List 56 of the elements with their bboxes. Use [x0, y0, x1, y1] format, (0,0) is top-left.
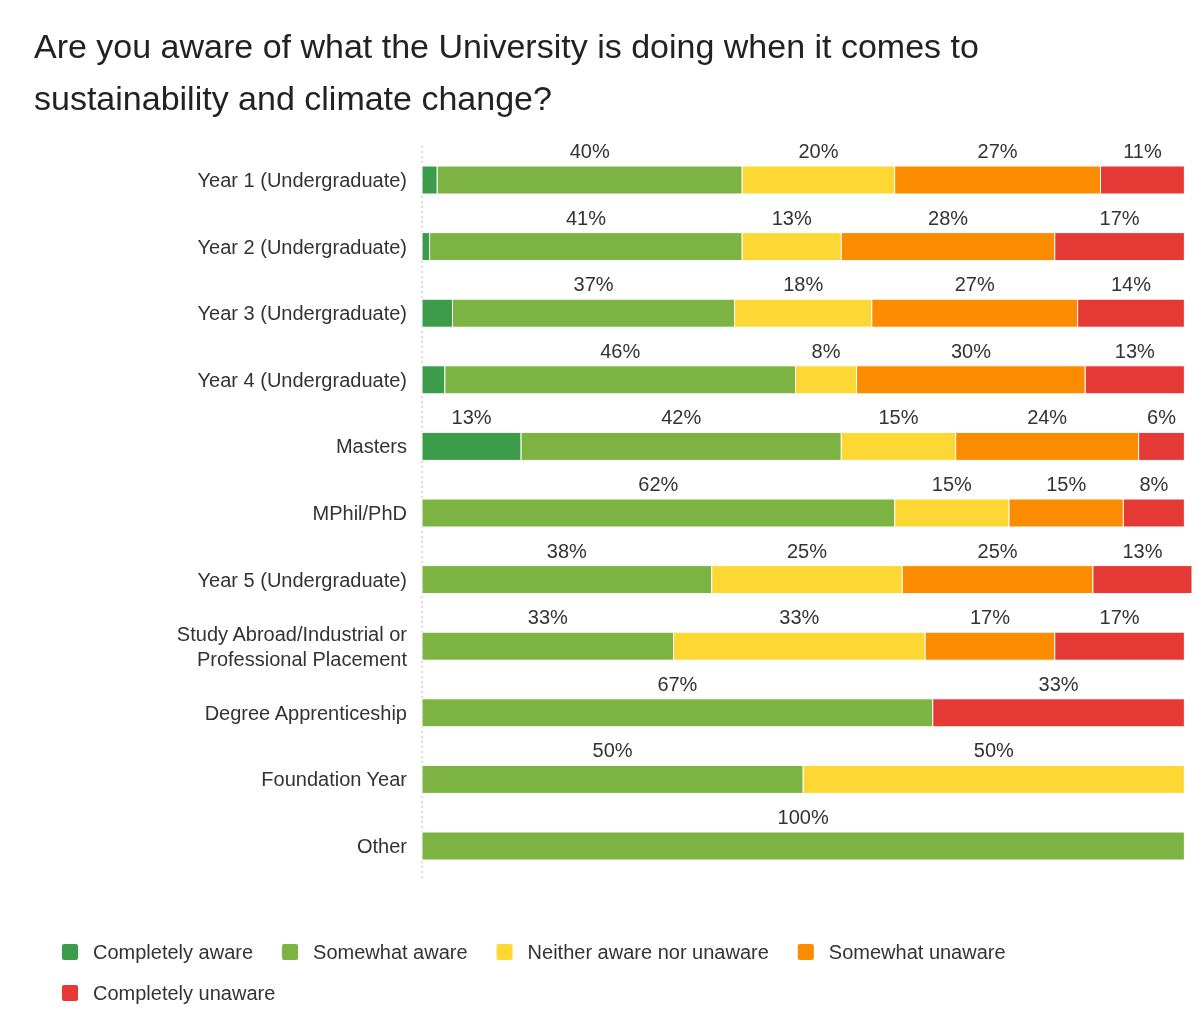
data-label: 25%: [786, 539, 828, 562]
data-label: 28%: [928, 206, 969, 229]
bar: [421, 831, 1185, 861]
data-label: 25%: [977, 539, 1018, 562]
data-label: 50%: [592, 739, 633, 762]
data-label: 8%: [811, 339, 841, 362]
data-label: 50%: [973, 739, 1015, 762]
data-label: 15%: [1046, 473, 1087, 495]
data-label: 100%: [777, 806, 829, 828]
data-label: 8%: [1139, 473, 1169, 495]
y-tick-label: Year 1 (Undergraduate): [197, 169, 407, 191]
data-label: 38%: [546, 539, 588, 562]
data-label: 33%: [527, 606, 569, 629]
data-label: 13%: [1122, 539, 1163, 562]
data-label: 6%: [1147, 406, 1177, 429]
legend-label: Somewhat aware: [313, 941, 468, 963]
y-tick-label: Study Abroad/Industrial or Professional Placement: [176, 622, 408, 670]
data-label: 18%: [783, 273, 824, 296]
data-label: 17%: [1099, 206, 1140, 229]
data-label: 24%: [1027, 406, 1068, 429]
data-label: 37%: [573, 273, 614, 296]
legend-label: Neither aware nor unaware: [527, 941, 769, 963]
chart-title: Are you aware of what the University is doing when it comes to sustainability and climate change?: [34, 27, 979, 117]
data-label: 13%: [451, 406, 492, 429]
data-label: 11%: [1123, 140, 1162, 162]
data-label: 15%: [931, 473, 973, 495]
y-tick-label: Year 3 (Undergraduate): [197, 302, 407, 325]
data-label: 41%: [565, 206, 607, 229]
data-label: 27%: [977, 140, 1018, 162]
y-tick-label: Foundation Year: [261, 768, 408, 791]
data-label: 62%: [638, 473, 679, 495]
y-tick-label: Masters: [335, 435, 407, 458]
data-label: 30%: [950, 339, 992, 362]
legend-label: Completely aware: [93, 941, 254, 963]
legend-label: Completely unaware: [93, 982, 276, 1004]
data-label: 20%: [798, 140, 839, 162]
data-label: 15%: [878, 406, 919, 429]
data-label: 67%: [657, 672, 698, 695]
data-label: 27%: [954, 273, 995, 296]
data-label: 46%: [600, 339, 641, 362]
y-tick-label: Other: [356, 835, 408, 857]
y-tick-label: Year 5 (Undergraduate): [197, 568, 407, 591]
data-label: 42%: [661, 406, 702, 429]
data-label: 33%: [1038, 672, 1079, 695]
y-tick-label: Year 4 (Undergraduate): [197, 368, 407, 391]
y-tick-label: Degree Apprenticeship: [204, 701, 407, 724]
data-label: 14%: [1110, 273, 1152, 296]
y-tick-label: MPhil/PhD: [312, 502, 407, 524]
legend-label: Somewhat unaware: [828, 941, 1006, 963]
data-label: 13%: [1114, 339, 1156, 362]
y-tick-label: Year 2 (Undergraduate): [197, 235, 407, 258]
data-label: 13%: [771, 206, 812, 229]
data-label: 33%: [779, 606, 820, 629]
data-label: 40%: [569, 140, 610, 162]
data-label: 17%: [969, 606, 1011, 629]
data-label: 17%: [1099, 606, 1140, 629]
